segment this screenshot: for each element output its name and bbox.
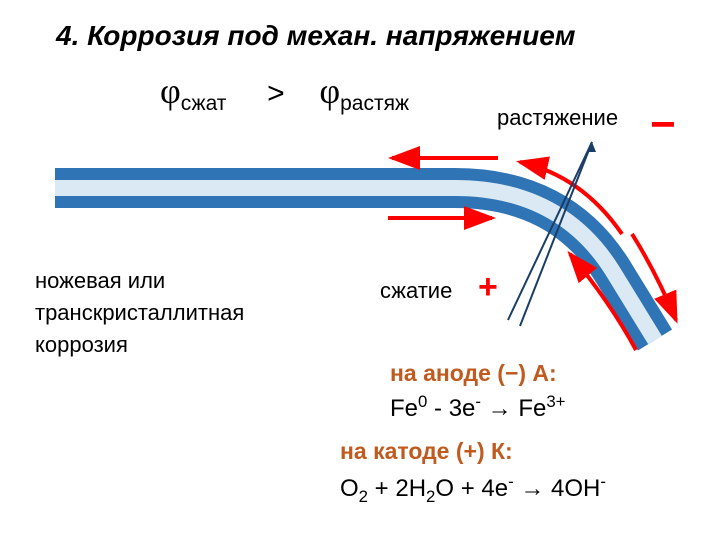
sign-minus: − xyxy=(650,100,676,150)
label-tension: растяжение xyxy=(497,105,618,131)
stage: 4. Коррозия под механ. напряжением φсжат… xyxy=(0,0,720,540)
arrow-tension-outer-down xyxy=(632,234,676,320)
phi-inequality: φсжат > φрастяж xyxy=(160,70,409,112)
phi-2: φ xyxy=(319,71,340,111)
label-compress: сжатие xyxy=(380,278,452,304)
phi-1-sub: сжат xyxy=(181,92,227,115)
phi-1: φ xyxy=(160,71,181,111)
phi-2-sub: растяж xyxy=(340,92,409,115)
gt-sign: > xyxy=(267,77,285,110)
anode-eq: Fe0 - 3e- → Fe3+ xyxy=(390,395,565,423)
page-title: 4. Коррозия под механ. напряжением xyxy=(56,20,575,52)
label-knife: ножевая или транскристаллитная коррозия xyxy=(35,265,244,361)
cathode-label: на катоде (+) К: xyxy=(340,438,513,465)
sign-plus: + xyxy=(478,268,498,307)
arrow-compress-up xyxy=(570,254,636,350)
arrow-tension-top-bend xyxy=(520,162,622,234)
anode-label: на аноде (−) А: xyxy=(390,360,557,387)
crack xyxy=(508,142,596,326)
cathode-eq: O2 + 2H2O + 4e- → 4OH- xyxy=(340,475,606,503)
